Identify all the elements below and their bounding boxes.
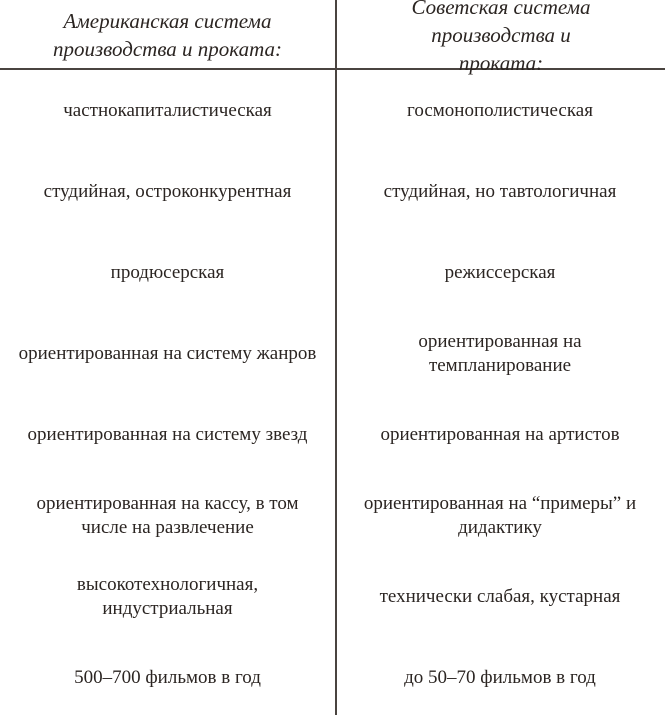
header-soviet: Советская система производства и проката… (337, 0, 665, 75)
table-row: высокотехнологичная, индустриальная техни… (0, 556, 665, 637)
soviet-text: ориентированная на темпланирование (418, 330, 582, 376)
american-cell: 500–700 фильмов в год (74, 666, 261, 688)
soviet-cell: госмонополистическая (407, 99, 593, 121)
header-soviet-text: Советская система производства и проката… (411, 0, 591, 75)
american-cell: продюсерская (110, 261, 225, 283)
american-text: ориентированная на кассу, в том числе на… (36, 492, 299, 538)
header-american-text: Американская система производства и прок… (52, 9, 283, 61)
soviet-cell: ориентированная на артистов (380, 423, 620, 445)
soviet-cell: студийная, но тавтологичная (383, 180, 617, 202)
american-cell: частнокапиталистическая (63, 99, 272, 121)
american-cell: ориентированная на кассу, в том числе на… (0, 475, 335, 556)
american-cell: студийная, остроконкурентная (43, 180, 292, 202)
table-row: частнокапиталистическая госмонополистичес… (0, 70, 665, 151)
american-text: ориентированная на систему звезд (27, 423, 308, 445)
soviet-cell: ориентированная на “примеры” и дидактику (335, 475, 665, 556)
soviet-text: ориентированная на “примеры” и дидактику (363, 492, 637, 538)
table-row: студийная, остроконкурентная студийная, н… (0, 151, 665, 232)
table-row: 500–700 фильмов в год до 50–70 фильмов в … (0, 637, 665, 718)
table-row: продюсерская режиссерская (0, 232, 665, 313)
american-cell: высокотехнологичная, индустриальная (0, 556, 335, 637)
table-row: ориентированная на кассу, в том числе на… (0, 475, 665, 556)
american-text: ориентированная на систему жанров (18, 342, 317, 364)
header-divider (0, 68, 665, 70)
american-text: высокотехнологичная, индустриальная (76, 573, 259, 619)
soviet-cell: режиссерская (444, 261, 556, 283)
header-american: Американская система производства и прок… (0, 4, 335, 66)
comparison-table: частнокапиталистическая госмонополистичес… (0, 70, 665, 718)
soviet-cell: технически слабая, кустарная (379, 585, 621, 607)
american-cell: ориентированная на систему звезд (0, 394, 335, 475)
soviet-cell: ориентированная на темпланирование (335, 313, 665, 394)
soviet-cell: до 50–70 фильмов в год (404, 666, 596, 688)
column-divider (335, 0, 337, 715)
table-row: ориентированная на систему звезд ориентир… (0, 394, 665, 475)
table-row: ориентированная на систему жанров ориенти… (0, 313, 665, 394)
american-cell: ориентированная на систему жанров (0, 313, 335, 394)
